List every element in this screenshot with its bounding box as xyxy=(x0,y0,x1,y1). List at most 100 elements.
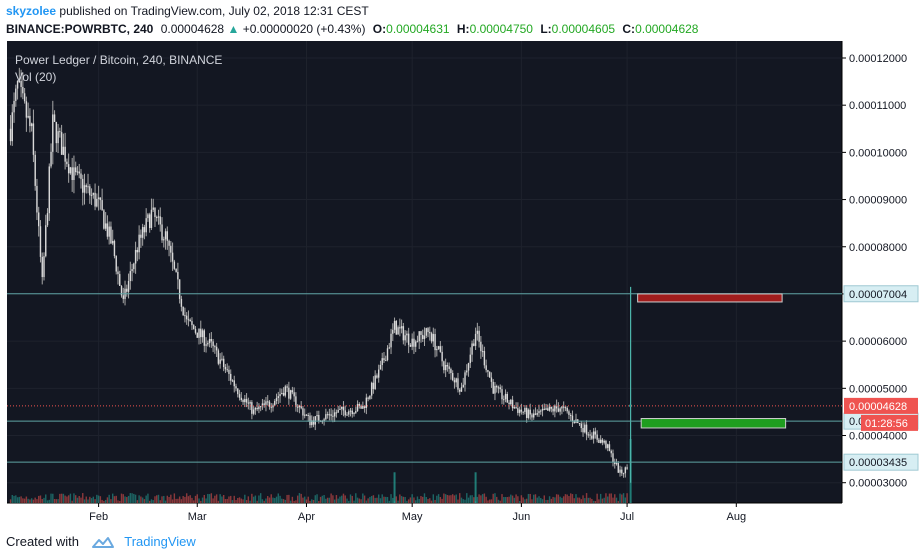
y-tick-label: 0.00012000 xyxy=(849,53,907,65)
volume-bar xyxy=(182,495,184,503)
volume-bar xyxy=(372,495,375,503)
volume-bar xyxy=(136,500,139,503)
volume-bar xyxy=(226,498,228,503)
volume-bar xyxy=(332,495,334,503)
price-change: +0.00000020 (+0.43%) xyxy=(242,22,366,36)
candle-body xyxy=(446,365,449,367)
volume-bar xyxy=(545,499,547,503)
candle-body xyxy=(480,341,482,352)
candle-body xyxy=(483,351,486,366)
publish-info: published on TradingView.com, July 02, 2… xyxy=(59,4,369,18)
candle-body xyxy=(272,405,274,408)
candle-body xyxy=(104,223,107,229)
candle-body xyxy=(83,185,86,193)
candle-body xyxy=(529,409,531,415)
volume-bar xyxy=(534,494,537,503)
candle-body xyxy=(367,397,369,399)
volume-bar xyxy=(240,498,242,503)
tradingview-brand-link[interactable]: TradingView xyxy=(124,534,196,549)
candle-body xyxy=(263,403,265,405)
volume-bar xyxy=(106,497,109,503)
candle-body xyxy=(619,469,621,473)
candle-body xyxy=(170,245,172,253)
candle-body xyxy=(164,231,167,240)
y-tick-label: 0.00010000 xyxy=(849,147,907,159)
footer: Created with TradingView xyxy=(6,534,196,550)
volume-bar xyxy=(60,493,63,503)
volume-bar xyxy=(506,497,508,503)
candle-body xyxy=(390,333,392,348)
volume-bar xyxy=(171,499,174,503)
candle-body xyxy=(360,405,362,409)
volume-bar xyxy=(71,500,73,503)
volume-bar xyxy=(434,499,436,503)
candle-body xyxy=(587,434,590,436)
volume-bar xyxy=(481,494,484,503)
candle-body xyxy=(385,360,387,362)
candle-body xyxy=(67,164,70,174)
candle-body xyxy=(221,358,223,360)
x-tick-label: Aug xyxy=(727,511,747,523)
volume-bar xyxy=(258,495,260,503)
candle-body xyxy=(210,338,213,342)
chart-area[interactable]: 0.00003000 0.00004000 0.00005000 0.00006000… xyxy=(0,41,920,525)
candle-body xyxy=(129,271,132,281)
volume-bar xyxy=(342,493,345,503)
candle-body xyxy=(29,115,31,127)
volume-bar xyxy=(615,497,618,503)
candle-body xyxy=(520,409,523,412)
candle-body xyxy=(321,421,324,423)
volume-bar xyxy=(198,498,200,503)
candle-body xyxy=(473,343,475,346)
volume-bar xyxy=(490,499,493,503)
candle-body xyxy=(217,350,220,364)
volume-bar xyxy=(399,494,401,503)
candle-body xyxy=(89,186,91,196)
candle-body xyxy=(215,346,218,351)
volume-bar xyxy=(138,495,140,503)
volume-bar xyxy=(524,499,526,503)
candle-body xyxy=(490,377,493,382)
candle-body xyxy=(53,114,56,122)
volume-bar xyxy=(53,499,56,503)
price-chart[interactable]: 0.00003000 0.00004000 0.00005000 0.00006000… xyxy=(0,41,920,525)
volume-bar xyxy=(550,498,553,503)
volume-bar xyxy=(74,495,77,503)
candle-body xyxy=(36,185,38,213)
candle-body xyxy=(291,390,294,393)
volume-bar xyxy=(215,494,218,503)
candle-body xyxy=(430,333,433,342)
volume-bar xyxy=(570,493,572,503)
volume-bar xyxy=(348,500,350,503)
volume-bar xyxy=(365,500,368,503)
volume-bar xyxy=(444,494,447,503)
volume-bar xyxy=(224,499,227,503)
volume-bar xyxy=(238,497,241,503)
volume-bar xyxy=(540,497,542,503)
candle-body xyxy=(386,348,389,361)
volume-bar xyxy=(469,495,472,503)
volume-bar xyxy=(163,495,165,503)
volume-bar xyxy=(249,500,251,503)
candle-body xyxy=(194,329,197,333)
volume-bar xyxy=(32,499,35,503)
candle-body xyxy=(557,408,560,412)
candle-body xyxy=(50,151,52,167)
candle-body xyxy=(180,298,183,307)
candle-body xyxy=(101,200,103,211)
volume-bar xyxy=(41,498,43,503)
candle-body xyxy=(316,414,318,417)
volume-bar xyxy=(619,493,621,503)
volume-bar xyxy=(450,495,452,503)
volume-bar xyxy=(566,494,568,503)
candle-body xyxy=(527,409,530,418)
candle-body xyxy=(111,240,114,244)
volume-bar xyxy=(601,498,604,503)
candle-body xyxy=(52,114,54,152)
volume-bar xyxy=(573,498,575,503)
candle-body xyxy=(513,407,516,409)
candle-body xyxy=(508,402,510,405)
volume-bar xyxy=(131,493,133,503)
author-link[interactable]: skyzolee xyxy=(6,4,57,18)
x-tick-label: Jul xyxy=(620,511,634,523)
